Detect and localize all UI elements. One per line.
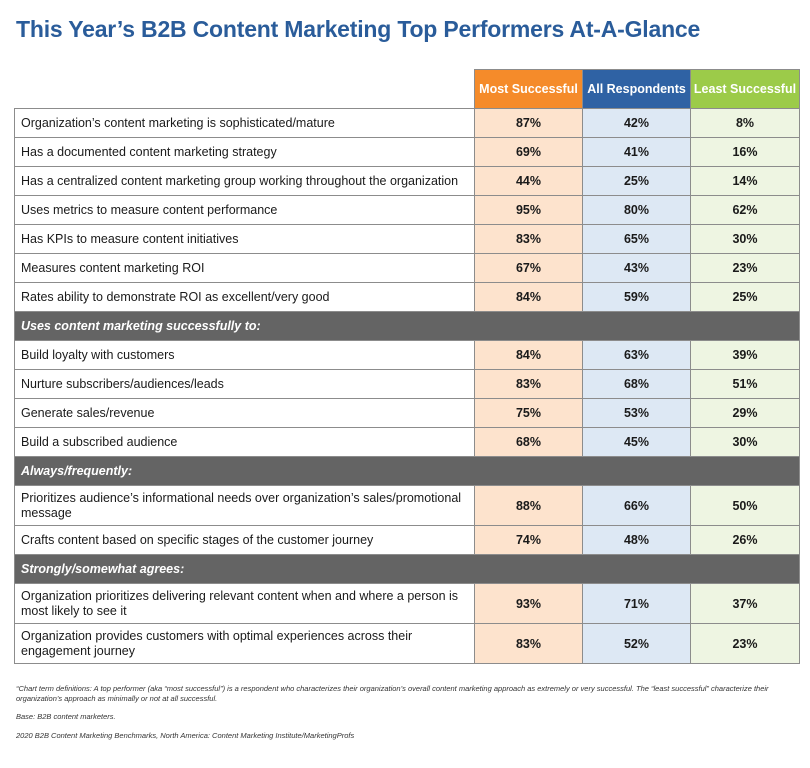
value-cell-all-respondents: 63% [582, 340, 691, 370]
performers-table: Most Successful All Respondents Least Su… [14, 69, 800, 664]
row-label: Build loyalty with customers [14, 340, 475, 370]
table-row: Prioritizes audience’s informational nee… [14, 485, 800, 526]
value-cell-all-respondents: 52% [582, 623, 691, 664]
value-cell-most-successful: 74% [474, 525, 583, 555]
row-label: Build a subscribed audience [14, 427, 475, 457]
value-cell-least-successful: 23% [690, 623, 800, 664]
table-row: Measures content marketing ROI 67% 43% 23% [14, 253, 800, 283]
table-row: Generate sales/revenue 75% 53% 29% [14, 398, 800, 428]
row-label: Organization’s content marketing is soph… [14, 108, 475, 138]
section-header-row: Uses content marketing successfully to: [14, 311, 800, 341]
table-body: Organization’s content marketing is soph… [14, 108, 800, 664]
table-row: Organization provides customers with opt… [14, 623, 800, 664]
value-cell-most-successful: 88% [474, 485, 583, 526]
table-row: Build a subscribed audience 68% 45% 30% [14, 427, 800, 457]
value-cell-all-respondents: 53% [582, 398, 691, 428]
value-cell-least-successful: 50% [690, 485, 800, 526]
value-cell-all-respondents: 66% [582, 485, 691, 526]
header-blank-cell [14, 69, 475, 109]
section-header-row: Always/frequently: [14, 456, 800, 486]
value-cell-least-successful: 14% [690, 166, 800, 196]
chart-title: This Year’s B2B Content Marketing Top Pe… [16, 16, 701, 42]
column-header-most-successful: Most Successful [474, 69, 583, 109]
value-cell-least-successful: 39% [690, 340, 800, 370]
table-row: Nurture subscribers/audiences/leads 83% 68… [14, 369, 800, 399]
section-heading: Uses content marketing successfully to: [14, 311, 800, 341]
value-cell-all-respondents: 65% [582, 224, 691, 254]
value-cell-all-respondents: 42% [582, 108, 691, 138]
value-cell-most-successful: 67% [474, 253, 583, 283]
value-cell-least-successful: 30% [690, 224, 800, 254]
footnote-base: Base: B2B content marketers. [16, 712, 116, 721]
value-cell-most-successful: 83% [474, 369, 583, 399]
value-cell-least-successful: 23% [690, 253, 800, 283]
table-row: Has a centralized content marketing grou… [14, 166, 800, 196]
row-label: Has a centralized content marketing grou… [14, 166, 475, 196]
row-label: Crafts content based on specific stages … [14, 525, 475, 555]
section-heading: Strongly/somewhat agrees: [14, 554, 800, 584]
value-cell-all-respondents: 48% [582, 525, 691, 555]
row-label: Generate sales/revenue [14, 398, 475, 428]
footnote-definitions: “Chart term definitions: A top performer… [16, 684, 769, 703]
row-label: Organization provides customers with opt… [14, 623, 475, 664]
value-cell-most-successful: 83% [474, 224, 583, 254]
table-row: Has a documented content marketing strat… [14, 137, 800, 167]
table-row: Has KPIs to measure content initiatives 8… [14, 224, 800, 254]
value-cell-most-successful: 93% [474, 583, 583, 624]
value-cell-least-successful: 29% [690, 398, 800, 428]
table-row: Build loyalty with customers 84% 63% 39% [14, 340, 800, 370]
value-cell-all-respondents: 71% [582, 583, 691, 624]
value-cell-least-successful: 8% [690, 108, 800, 138]
value-cell-most-successful: 69% [474, 137, 583, 167]
table-row: Organization prioritizes delivering rele… [14, 583, 800, 624]
section-header-row: Strongly/somewhat agrees: [14, 554, 800, 584]
value-cell-most-successful: 83% [474, 623, 583, 664]
row-label: Organization prioritizes delivering rele… [14, 583, 475, 624]
value-cell-most-successful: 44% [474, 166, 583, 196]
table-row: Crafts content based on specific stages … [14, 525, 800, 555]
row-label: Uses metrics to measure content performa… [14, 195, 475, 225]
table-row: Organization’s content marketing is soph… [14, 108, 800, 138]
table-row: Rates ability to demonstrate ROI as exce… [14, 282, 800, 312]
section-heading: Always/frequently: [14, 456, 800, 486]
row-label: Has KPIs to measure content initiatives [14, 224, 475, 254]
column-header-least-successful: Least Successful [690, 69, 800, 109]
value-cell-least-successful: 51% [690, 369, 800, 399]
value-cell-most-successful: 87% [474, 108, 583, 138]
value-cell-all-respondents: 45% [582, 427, 691, 457]
row-label: Nurture subscribers/audiences/leads [14, 369, 475, 399]
value-cell-least-successful: 37% [690, 583, 800, 624]
value-cell-all-respondents: 59% [582, 282, 691, 312]
value-cell-most-successful: 68% [474, 427, 583, 457]
value-cell-all-respondents: 80% [582, 195, 691, 225]
value-cell-least-successful: 26% [690, 525, 800, 555]
table-row: Uses metrics to measure content performa… [14, 195, 800, 225]
value-cell-most-successful: 84% [474, 340, 583, 370]
value-cell-all-respondents: 41% [582, 137, 691, 167]
footnotes: “Chart term definitions: A top performer… [16, 684, 806, 749]
value-cell-least-successful: 30% [690, 427, 800, 457]
value-cell-all-respondents: 68% [582, 369, 691, 399]
value-cell-least-successful: 62% [690, 195, 800, 225]
value-cell-all-respondents: 25% [582, 166, 691, 196]
value-cell-most-successful: 75% [474, 398, 583, 428]
value-cell-least-successful: 25% [690, 282, 800, 312]
row-label: Prioritizes audience’s informational nee… [14, 485, 475, 526]
row-label: Has a documented content marketing strat… [14, 137, 475, 167]
value-cell-all-respondents: 43% [582, 253, 691, 283]
row-label: Measures content marketing ROI [14, 253, 475, 283]
row-label: Rates ability to demonstrate ROI as exce… [14, 282, 475, 312]
value-cell-most-successful: 84% [474, 282, 583, 312]
footnote-source: 2020 B2B Content Marketing Benchmarks, N… [16, 730, 355, 740]
value-cell-most-successful: 95% [474, 195, 583, 225]
column-header-all-respondents: All Respondents [582, 69, 691, 109]
value-cell-least-successful: 16% [690, 137, 800, 167]
